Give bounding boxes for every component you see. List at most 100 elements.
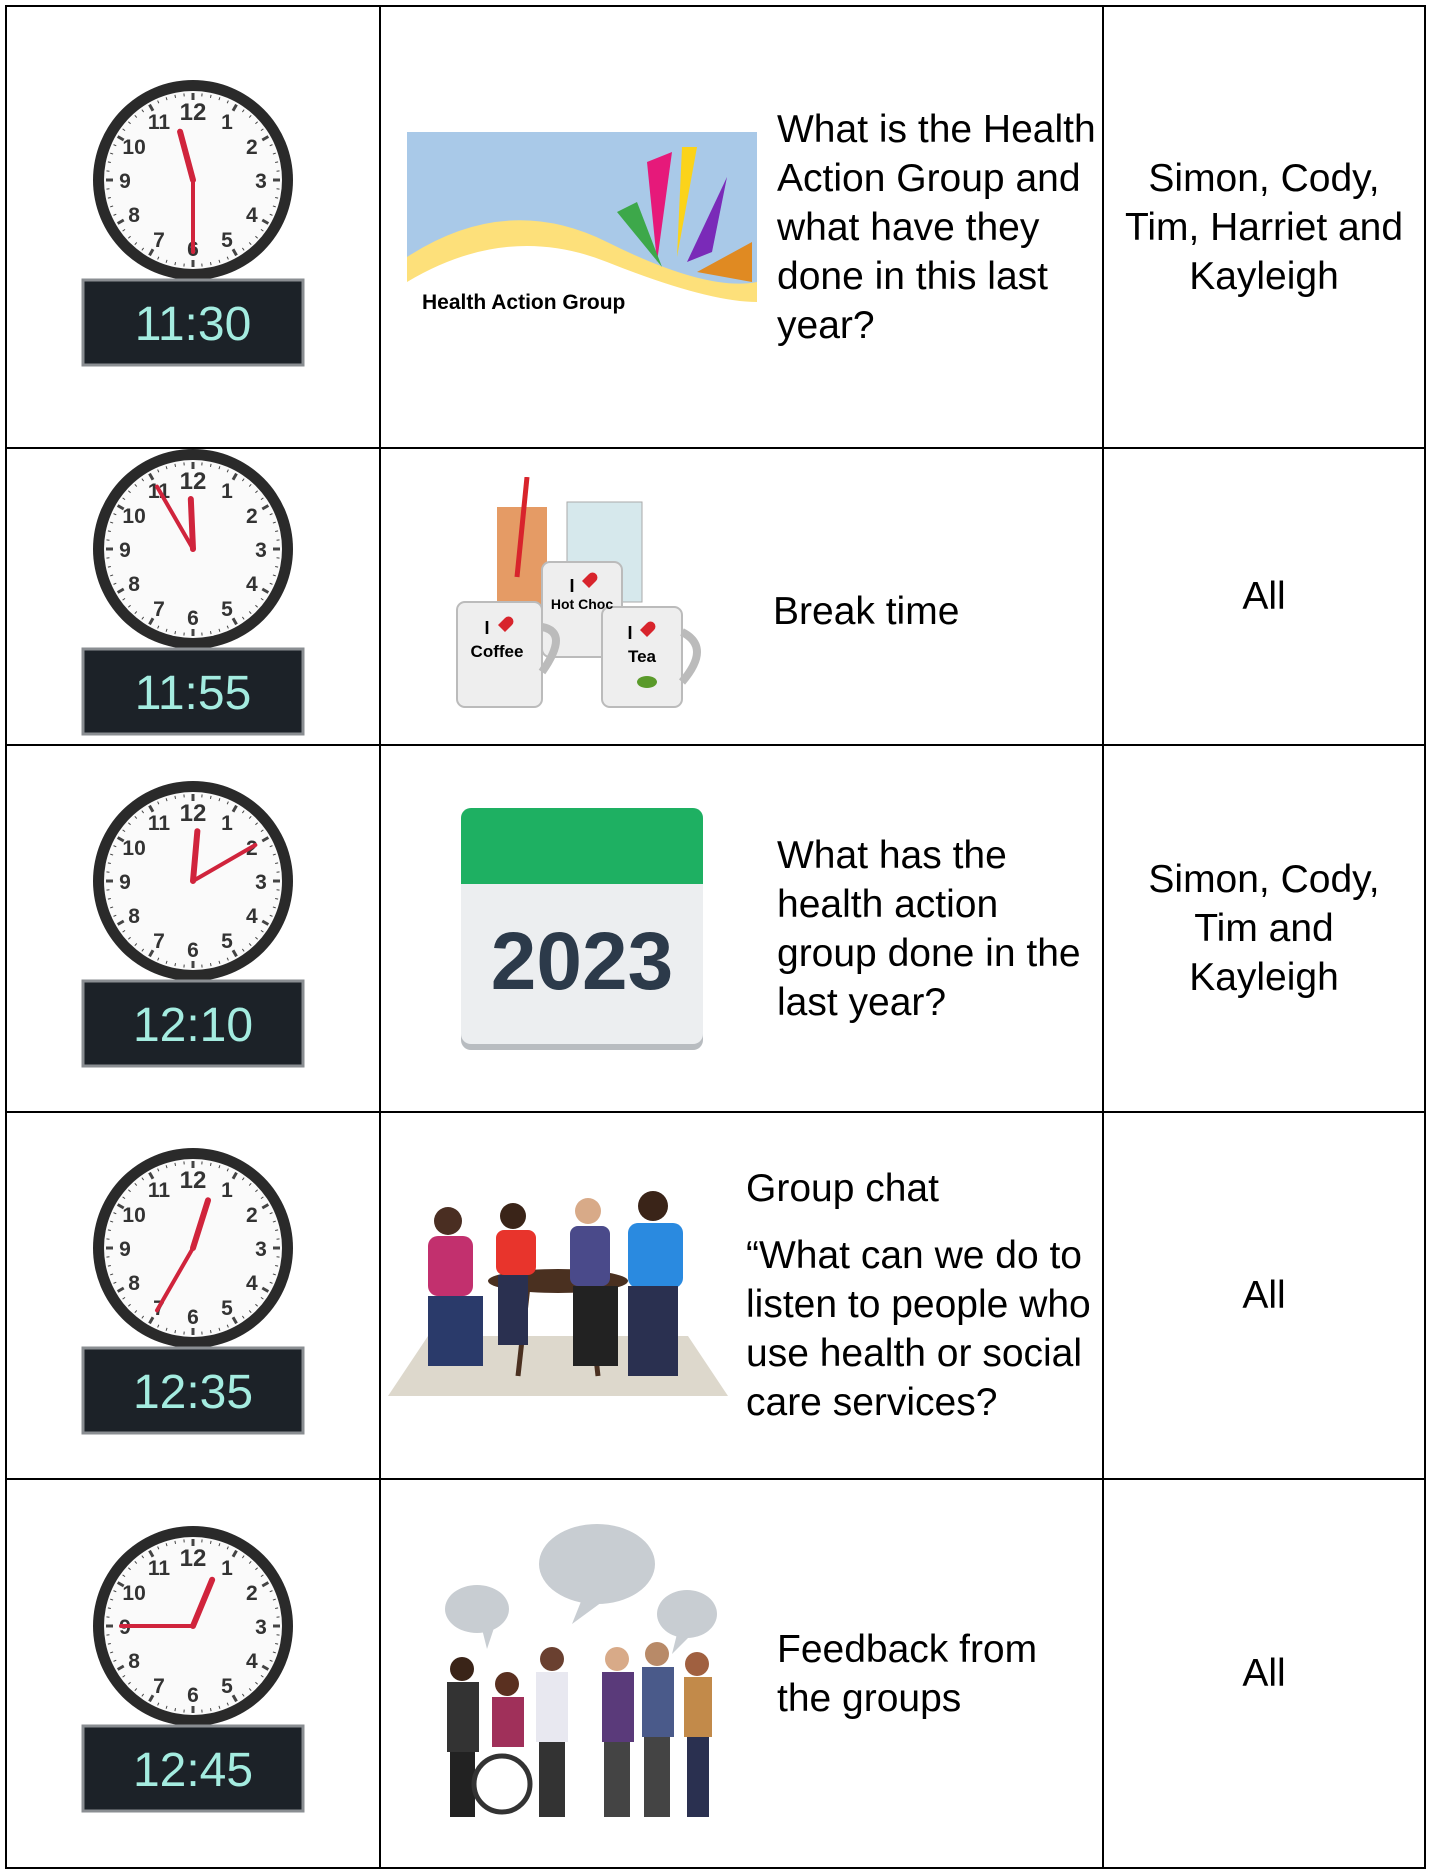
clock-numeral: 6 (187, 939, 199, 962)
mug-text: Tea (628, 647, 657, 666)
clock-tick (210, 464, 211, 467)
clock-numeral: 3 (255, 170, 267, 193)
activity-text: “What can we do to listen to people who … (746, 1231, 1096, 1427)
clock-numeral: 5 (221, 1297, 233, 1320)
clock-numeral: 8 (128, 573, 140, 596)
clock-tick (175, 1541, 176, 1544)
clock-tick (210, 94, 211, 97)
clock-tick (275, 531, 278, 532)
clock-numeral: 5 (221, 930, 233, 953)
clock: 12123456789101111:55 (78, 449, 308, 739)
clock-numeral: 2 (246, 1204, 258, 1227)
clock-numeral: 10 (122, 505, 145, 528)
clock-tick (175, 796, 176, 799)
clock-tick (108, 161, 111, 162)
clock-numeral: 1 (221, 1179, 233, 1202)
calendar-icon: 2023 (457, 804, 707, 1054)
mug-text: Coffee (471, 642, 524, 661)
clock: 12123456789101111:30 (78, 80, 308, 370)
mug-text: I (627, 623, 632, 643)
calendar-year: 2023 (491, 916, 673, 1007)
agenda-row: 12123456789101112:45 Feedback from the g… (6, 1479, 1425, 1868)
clock-numeral: 9 (119, 170, 131, 193)
agenda-row: 12123456789101112:35 Group chat“What can… (6, 1112, 1425, 1479)
clock-tick (108, 863, 111, 864)
agenda-table: 12123456789101111:30 Health Action Group… (5, 5, 1426, 1869)
clock-numeral: 8 (128, 905, 140, 928)
clock: 12123456789101112:45 (78, 1526, 308, 1816)
clock-numeral: 1 (221, 1557, 233, 1580)
clock-tick (175, 1163, 176, 1166)
clock-numeral: 12 (180, 1545, 207, 1572)
activity-text: What has the health action group done in… (777, 831, 1102, 1027)
clock-numeral: 6 (187, 607, 199, 630)
digital-time: 12:10 (133, 999, 253, 1052)
clock-numeral: 2 (246, 1582, 258, 1605)
clock-tick (275, 863, 278, 864)
clock-tick (275, 197, 278, 198)
people-text: All (1103, 448, 1425, 745)
clock-tick (275, 898, 278, 899)
clock-numeral: 9 (119, 871, 131, 894)
clock-numeral: 8 (128, 1650, 140, 1673)
activity-text: Feedback from the groups (777, 1625, 1102, 1723)
digital-time: 11:55 (135, 667, 252, 720)
clock-numeral: 3 (255, 1238, 267, 1261)
clock-numeral: 12 (180, 1167, 207, 1194)
clock-numeral: 3 (255, 539, 267, 562)
clock-tick (108, 1230, 111, 1231)
clock-numeral: 4 (246, 905, 258, 928)
clock-tick (175, 262, 176, 265)
clock-tick (210, 1330, 211, 1333)
clock-tick (175, 94, 176, 97)
clock-tick (108, 531, 111, 532)
clock-numeral: 2 (246, 136, 258, 159)
clock-tick (210, 963, 211, 966)
clock-numeral: 1 (221, 111, 233, 134)
clock-tick (210, 1708, 211, 1711)
clock-tick (275, 1265, 278, 1266)
clock: 12123456789101112:10 (78, 781, 308, 1071)
clock-tick (108, 1265, 111, 1266)
clock-numeral: 10 (122, 837, 145, 860)
clock-numeral: 6 (187, 1684, 199, 1707)
people-text: All (1103, 1112, 1425, 1479)
mug-text: I (484, 618, 489, 638)
digital-time: 11:30 (135, 298, 252, 351)
clock-numeral: 10 (122, 1582, 145, 1605)
clock-numeral: 11 (148, 111, 171, 134)
agenda-row: 12123456789101112:10 2023 What has the h… (6, 745, 1425, 1112)
clock-numeral: 12 (180, 99, 207, 126)
clock-tick (108, 1643, 111, 1644)
clock-numeral: 11 (148, 1179, 171, 1202)
clock-tick (275, 1230, 278, 1231)
digital-time: 12:45 (133, 1744, 253, 1797)
activity-text: What is the Health Action Group and what… (777, 105, 1102, 350)
clock-tick (275, 161, 278, 162)
hour-hand (191, 499, 193, 549)
clock-numeral: 11 (148, 812, 171, 835)
clock-tick (210, 1541, 211, 1544)
clock-tick (175, 963, 176, 966)
clock-tick (275, 1608, 278, 1609)
clock-numeral: 3 (255, 871, 267, 894)
clock-numeral: 4 (246, 1272, 258, 1295)
clock-numeral: 12 (180, 800, 207, 827)
clock-tick (210, 796, 211, 799)
clock-numeral: 4 (246, 1650, 258, 1673)
clock-numeral: 7 (153, 1675, 165, 1698)
clock-tick (210, 631, 211, 634)
clock-numeral: 1 (221, 480, 233, 503)
people-text: Simon, Cody, Tim and Kayleigh (1103, 745, 1425, 1112)
clock-tick (210, 1163, 211, 1166)
clock-tick (175, 1708, 176, 1711)
clock: 12123456789101112:35 (78, 1148, 308, 1438)
logo-text: Health Action Group (422, 291, 625, 314)
clock-tick (108, 898, 111, 899)
clock-numeral: 8 (128, 1272, 140, 1295)
feedback-picture (432, 1524, 732, 1824)
agenda-row: 12123456789101111:55 I Hot Choc I Coffee… (6, 448, 1425, 745)
clock-tick (108, 1608, 111, 1609)
clock-numeral: 5 (221, 228, 233, 251)
